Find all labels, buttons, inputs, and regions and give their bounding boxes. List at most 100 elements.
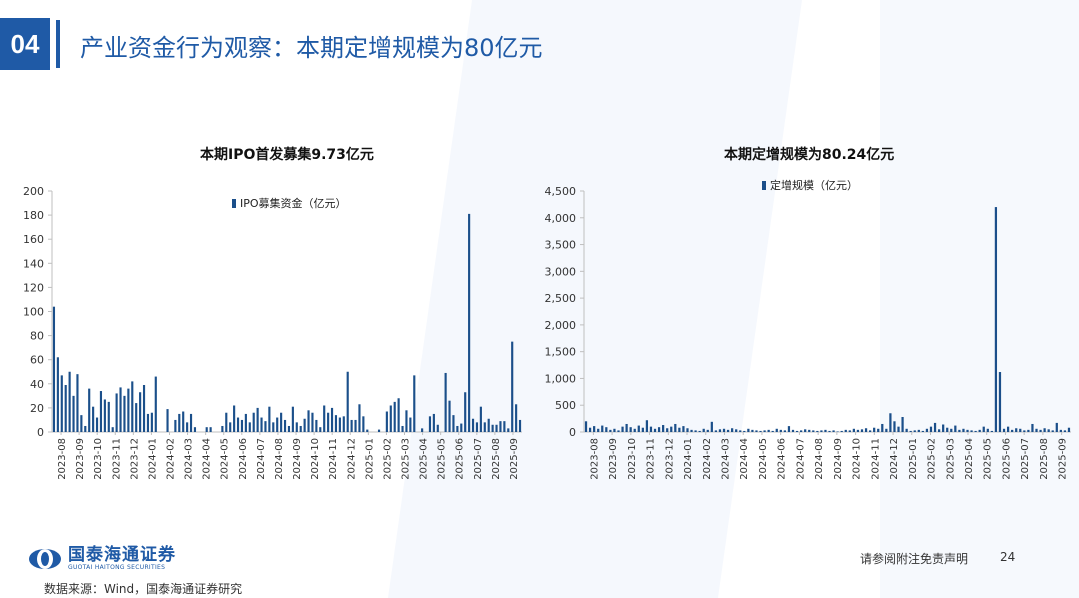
bar [893, 421, 896, 432]
x-tick-label: 2023-11 [646, 438, 657, 480]
bar [330, 407, 334, 432]
y-tick-label: 2,500 [545, 292, 577, 305]
bar [877, 428, 880, 432]
bar [633, 428, 636, 432]
bar [962, 428, 965, 432]
bar [731, 428, 734, 432]
x-tick-label: 2024-12 [346, 438, 357, 480]
x-tick-label: 2024-04 [202, 438, 213, 480]
bar [154, 376, 157, 432]
bar [88, 388, 91, 432]
bar [836, 431, 839, 432]
bar [986, 428, 989, 432]
bar [1019, 428, 1022, 432]
bar [483, 422, 486, 432]
bar [674, 423, 677, 432]
bar [221, 425, 224, 432]
bar [597, 428, 600, 432]
bar [507, 428, 510, 432]
bar [518, 419, 522, 432]
y-tick-label: 3,000 [545, 265, 577, 278]
bar [362, 416, 365, 432]
y-tick-label: 160 [23, 233, 44, 246]
bar [621, 426, 624, 432]
bar [123, 395, 126, 432]
bar [584, 421, 588, 432]
bar [593, 426, 596, 432]
bar [393, 401, 396, 433]
bar [338, 417, 341, 432]
x-tick-label: 2025-03 [945, 438, 956, 480]
x-tick-label: 2024-02 [166, 438, 177, 480]
bar [970, 430, 973, 432]
bar [929, 426, 933, 432]
bar [848, 430, 851, 432]
bar [1035, 428, 1038, 432]
bar [92, 406, 95, 432]
x-tick-label: 2025-04 [419, 438, 430, 480]
bar [946, 427, 949, 432]
bar [605, 427, 608, 432]
bar [588, 427, 592, 432]
y-tick-label: 4,000 [545, 212, 577, 225]
bar [511, 341, 514, 433]
bar [718, 429, 722, 432]
bar [358, 404, 361, 432]
bar [743, 430, 746, 432]
legend-marker [232, 199, 236, 208]
page-title: 产业资金行为观察：本期定增规模为80亿元 [80, 34, 543, 62]
bar [629, 427, 632, 432]
bar [710, 421, 713, 432]
bar [178, 413, 181, 432]
y-tick-label: 140 [23, 257, 44, 270]
page-number: 24 [1000, 550, 1016, 564]
bar [702, 428, 705, 432]
legend-label: 定增规模（亿元） [770, 178, 858, 192]
bar [280, 412, 283, 432]
bar [327, 412, 330, 432]
bar [1011, 429, 1014, 432]
bar [974, 430, 977, 432]
x-tick-label: 2025-09 [1058, 438, 1069, 480]
bar [763, 430, 766, 432]
bar [1002, 428, 1006, 432]
bar [389, 405, 392, 432]
bar [873, 427, 876, 432]
bar [499, 421, 502, 432]
bar [978, 429, 981, 432]
x-tick-label: 2024-08 [814, 438, 825, 480]
bar [791, 429, 795, 432]
bar [921, 430, 924, 432]
bar [464, 392, 467, 432]
chart-title-ipo: 本期IPO首发募集9.73亿元 [200, 147, 374, 163]
x-tick-label: 2025-05 [437, 438, 448, 480]
chart-title-private-placement: 本期定增规模为80.24亿元 [724, 147, 895, 163]
bar [456, 425, 459, 432]
x-tick-label: 2024-07 [256, 438, 267, 480]
bar [751, 429, 754, 432]
bar [256, 407, 259, 432]
bar [76, 374, 79, 432]
bar [954, 425, 957, 432]
bar [755, 430, 758, 432]
bar [80, 415, 83, 432]
bar [759, 430, 762, 432]
x-tick-label: 2023-10 [627, 438, 638, 480]
bar [690, 429, 693, 432]
bar [272, 422, 275, 432]
bar [397, 398, 400, 432]
bar [146, 413, 150, 432]
x-tick-label: 2025-05 [983, 438, 994, 480]
bar [142, 385, 146, 432]
x-tick-label: 2025-01 [364, 438, 375, 480]
bar [994, 207, 998, 432]
bar [460, 423, 463, 432]
bar [775, 428, 778, 432]
bar [958, 429, 961, 432]
bar [350, 419, 353, 432]
bar [240, 419, 244, 432]
bar [405, 410, 408, 432]
bar [319, 427, 322, 432]
bar [421, 428, 424, 432]
bar [139, 392, 142, 432]
